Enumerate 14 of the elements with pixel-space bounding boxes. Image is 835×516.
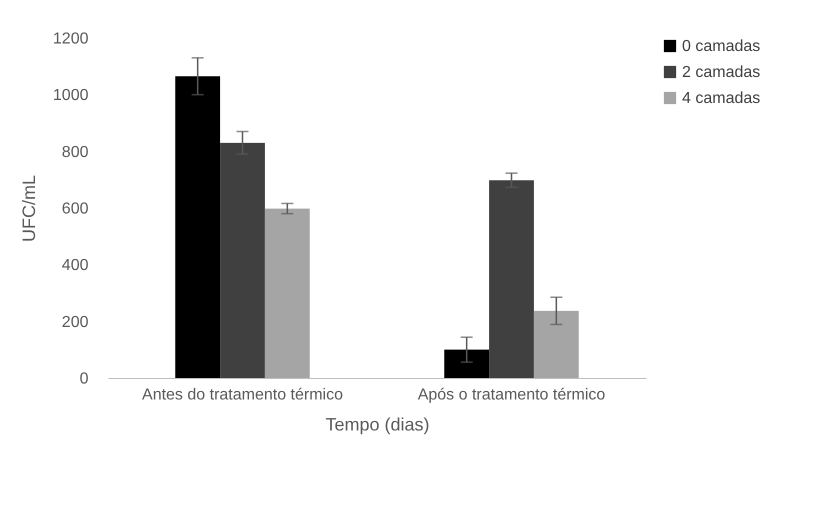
y-tick-label: 600	[62, 200, 89, 218]
y-tick-label: 400	[62, 257, 89, 274]
y-tick-label: 800	[62, 144, 89, 161]
legend-label: 0 camadas	[682, 38, 760, 55]
y-tick-label: 200	[62, 314, 89, 331]
x-tick-label: Após o tratamento térmico	[418, 386, 606, 404]
x-tick-label: Antes do tratamento térmico	[142, 386, 344, 404]
y-tick-label: 1200	[52, 30, 89, 48]
legend-label: 2 camadas	[682, 64, 760, 81]
y-axis-title: UFC/mL	[18, 175, 39, 242]
legend-label: 4 camadas	[682, 90, 760, 107]
x-axis-title: Tempo (dias)	[325, 414, 430, 434]
y-tick-label: 1000	[52, 87, 89, 104]
y-tick-label: 0	[80, 370, 89, 388]
